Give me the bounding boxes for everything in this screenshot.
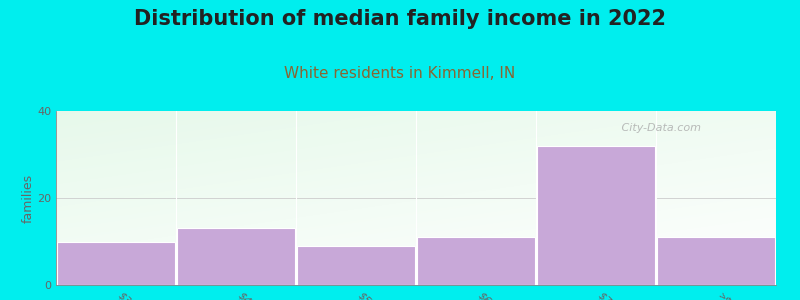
Bar (178, 229, 294, 285)
Y-axis label: families: families (22, 173, 34, 223)
Text: City-Data.com: City-Data.com (618, 123, 701, 133)
Bar (58, 242, 175, 285)
Bar (657, 237, 774, 285)
Text: Distribution of median family income in 2022: Distribution of median family income in … (134, 9, 666, 29)
Bar (538, 146, 655, 285)
Text: White residents in Kimmell, IN: White residents in Kimmell, IN (284, 66, 516, 81)
Bar (298, 246, 415, 285)
Bar (418, 237, 534, 285)
